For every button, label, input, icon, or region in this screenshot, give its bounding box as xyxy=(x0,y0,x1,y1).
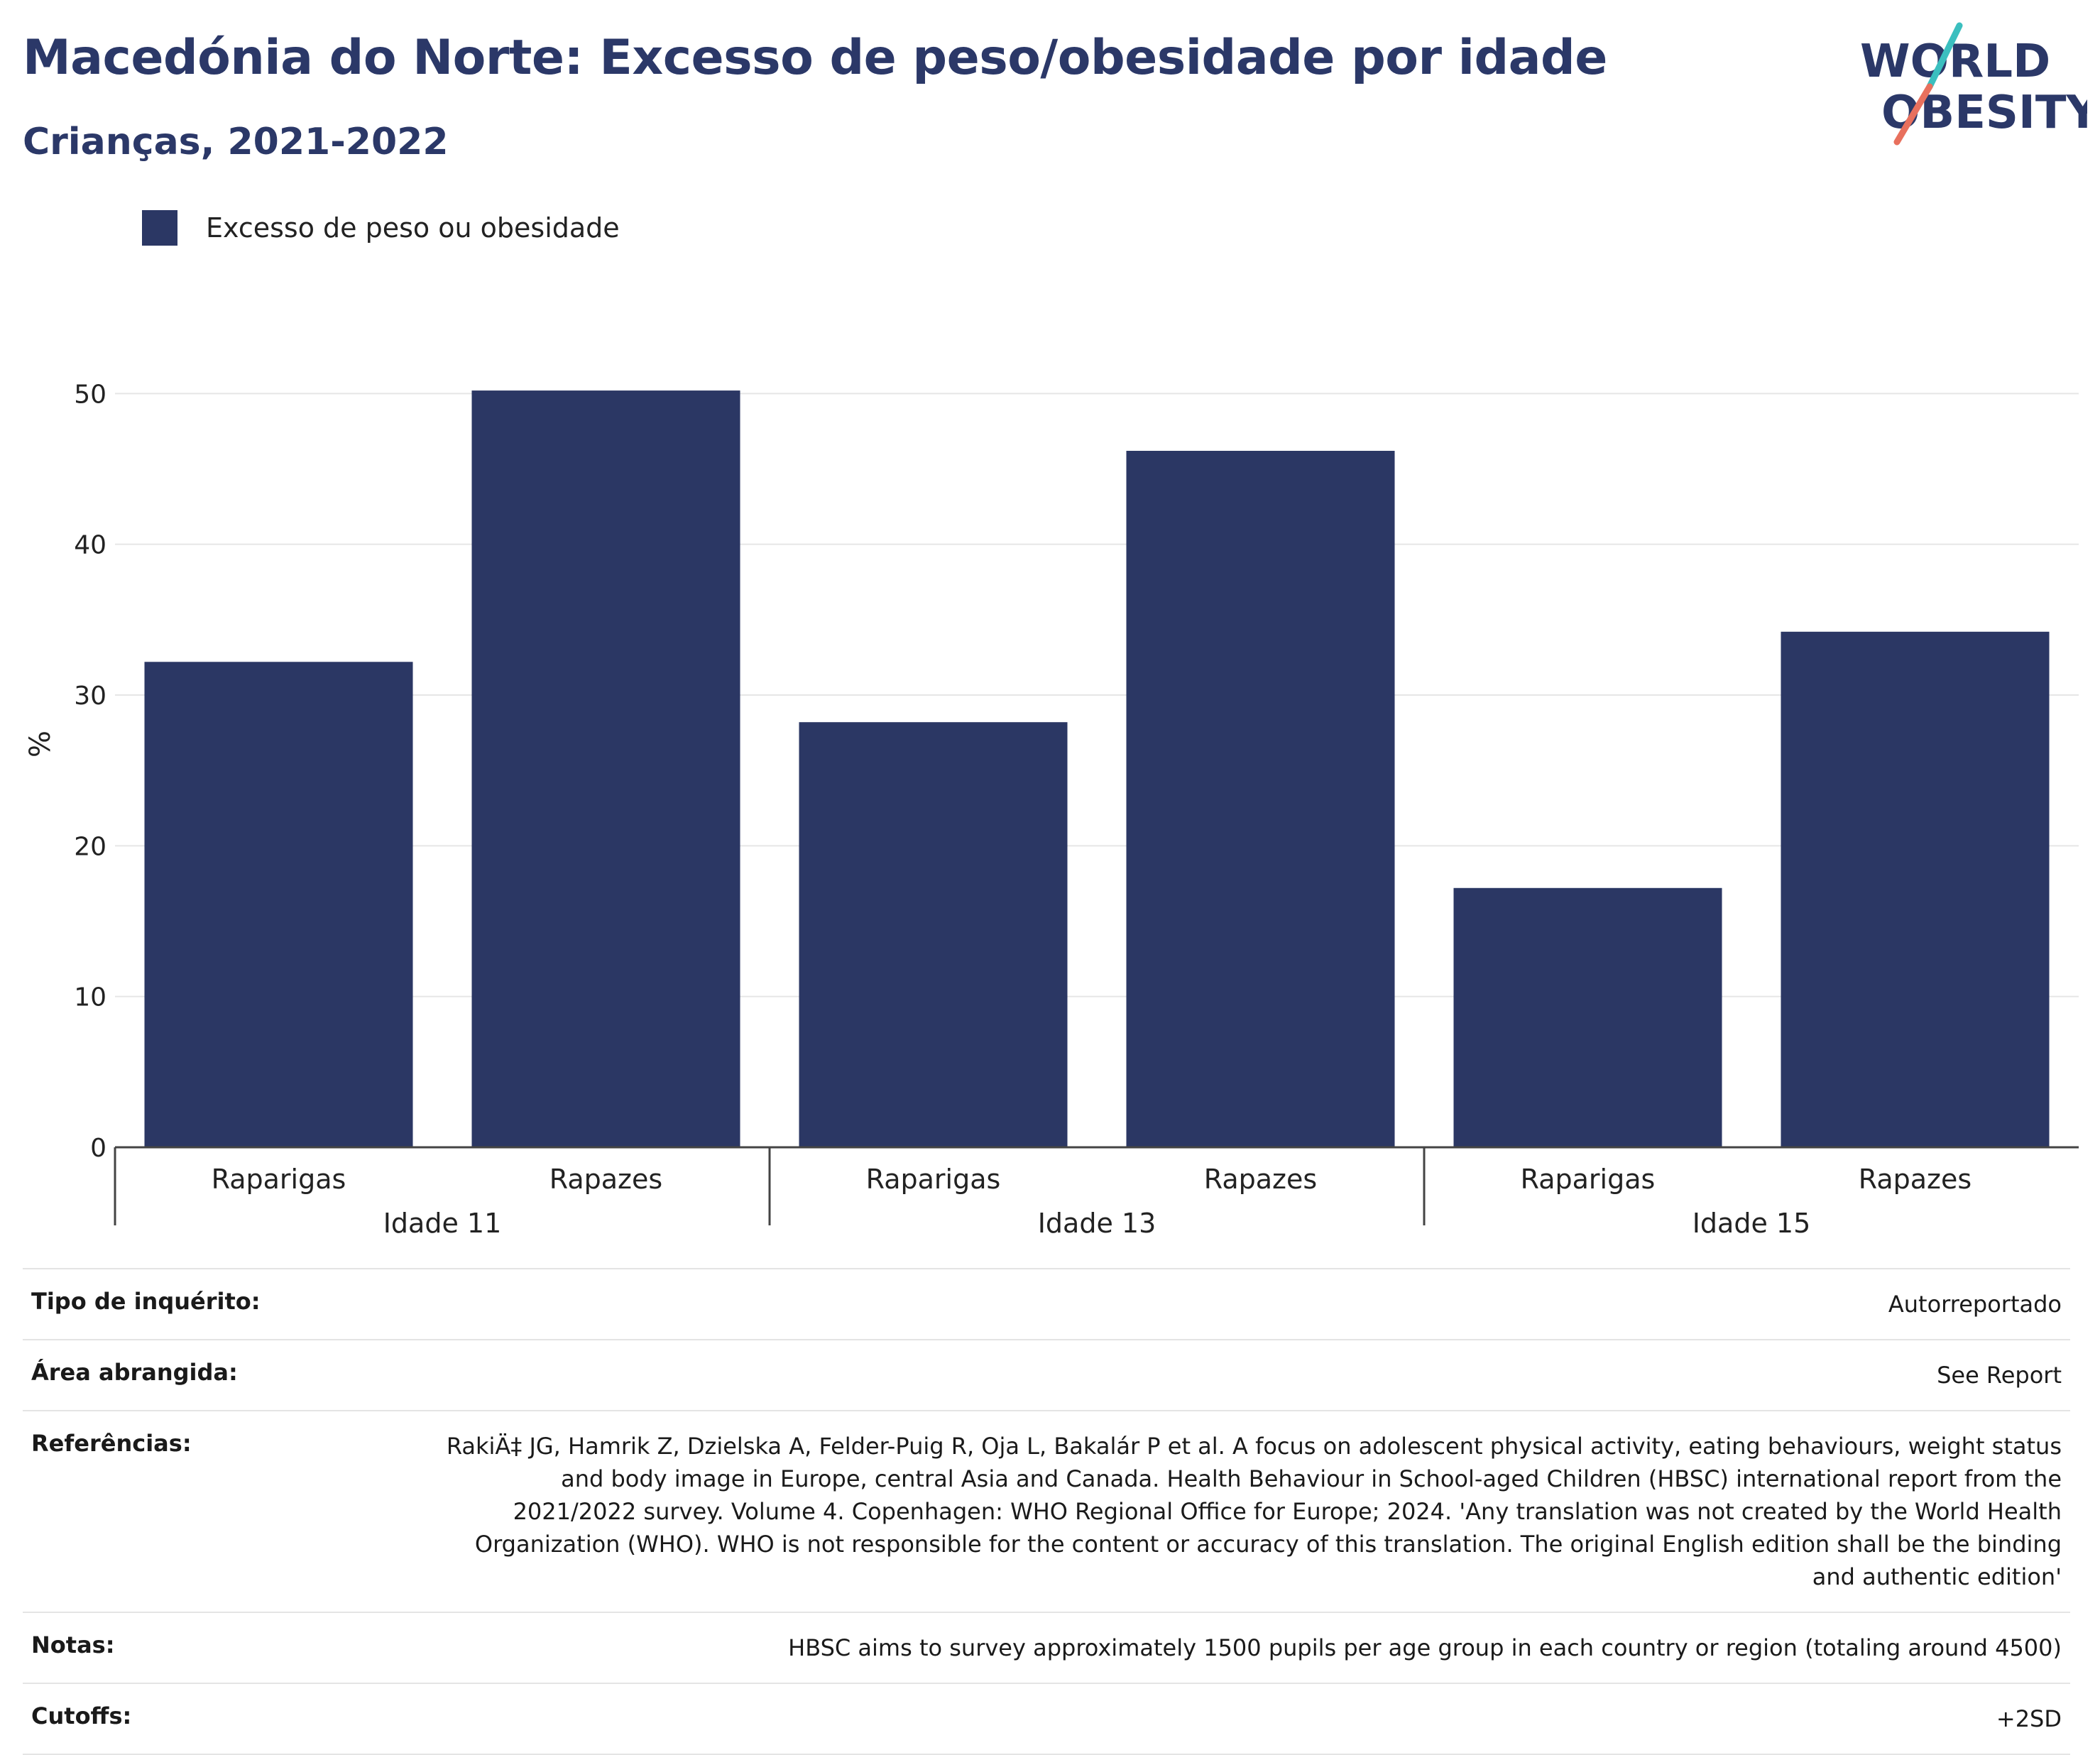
x-group-label: Idade 11 xyxy=(383,1208,502,1235)
x-category-label: Raparigas xyxy=(1521,1164,1656,1195)
y-tick-label: 20 xyxy=(74,832,106,861)
bar xyxy=(1453,887,1722,1147)
meta-label: Área abrangida: xyxy=(23,1339,437,1411)
meta-row-notes: Notas: HBSC aims to survey approximately… xyxy=(23,1612,2070,1683)
bar xyxy=(471,390,740,1147)
meta-value: See Report xyxy=(437,1339,2070,1411)
world-obesity-logo: WORLD OBESITY xyxy=(1860,22,2087,146)
meta-label: Notas: xyxy=(23,1612,437,1683)
meta-row-area: Área abrangida: See Report xyxy=(23,1339,2070,1411)
y-tick-label: 10 xyxy=(74,983,106,1012)
y-tick-label: 40 xyxy=(74,531,106,560)
meta-row-cutoffs: Cutoffs: +2SD xyxy=(23,1683,2070,1755)
chart-title: Macedónia do Norte: Excesso de peso/obes… xyxy=(23,30,1607,86)
y-axis-label: % xyxy=(24,731,57,758)
logo-slash-teal xyxy=(1926,22,1963,90)
meta-row-survey-type: Tipo de inquérito: Autorreportado xyxy=(23,1268,2070,1340)
legend-swatch xyxy=(142,210,177,246)
x-group-label: Idade 15 xyxy=(1692,1208,1811,1235)
meta-value: RakiÄ‡ JG, Hamrik Z, Dzielska A, Felder-… xyxy=(437,1410,2070,1612)
x-category-label: Raparigas xyxy=(866,1164,1001,1195)
logo-slash-coral xyxy=(1893,83,1933,146)
logo-line1: WORLD xyxy=(1860,35,2050,88)
bar xyxy=(1126,451,1395,1147)
meta-row-references: Referências: RakiÄ‡ JG, Hamrik Z, Dziels… xyxy=(23,1410,2070,1612)
bar xyxy=(144,662,413,1147)
y-tick-label: 30 xyxy=(74,682,106,711)
bar xyxy=(1781,631,2050,1147)
legend-label: Excesso de peso ou obesidade xyxy=(206,212,620,244)
meta-value: +2SD xyxy=(437,1683,2070,1755)
y-tick-label: 0 xyxy=(90,1134,106,1163)
bar-chart: 0 10 20 30 40 50% Raparigas Rapazes Idade 11 Rapa… xyxy=(24,380,2079,1235)
meta-label: Tipo de inquérito: xyxy=(23,1268,437,1340)
metadata-table: Tipo de inquérito: Autorreportado Área a… xyxy=(23,1268,2070,1755)
x-category-label: Rapazes xyxy=(1204,1164,1317,1195)
bar xyxy=(799,722,1068,1147)
meta-label: Referências: xyxy=(23,1410,437,1612)
chart-legend: Excesso de peso ou obesidade xyxy=(142,210,620,246)
y-tick-label: 50 xyxy=(74,380,106,409)
x-category-label: Rapazes xyxy=(549,1164,662,1195)
x-group-label: Idade 13 xyxy=(1038,1208,1156,1235)
chart-subtitle: Crianças, 2021-2022 xyxy=(23,121,449,163)
meta-value: HBSC aims to survey approximately 1500 p… xyxy=(437,1612,2070,1683)
meta-value: Autorreportado xyxy=(437,1268,2070,1340)
x-category-label: Rapazes xyxy=(1859,1164,1972,1195)
x-category-label: Raparigas xyxy=(212,1164,346,1195)
meta-label: Cutoffs: xyxy=(23,1683,437,1755)
